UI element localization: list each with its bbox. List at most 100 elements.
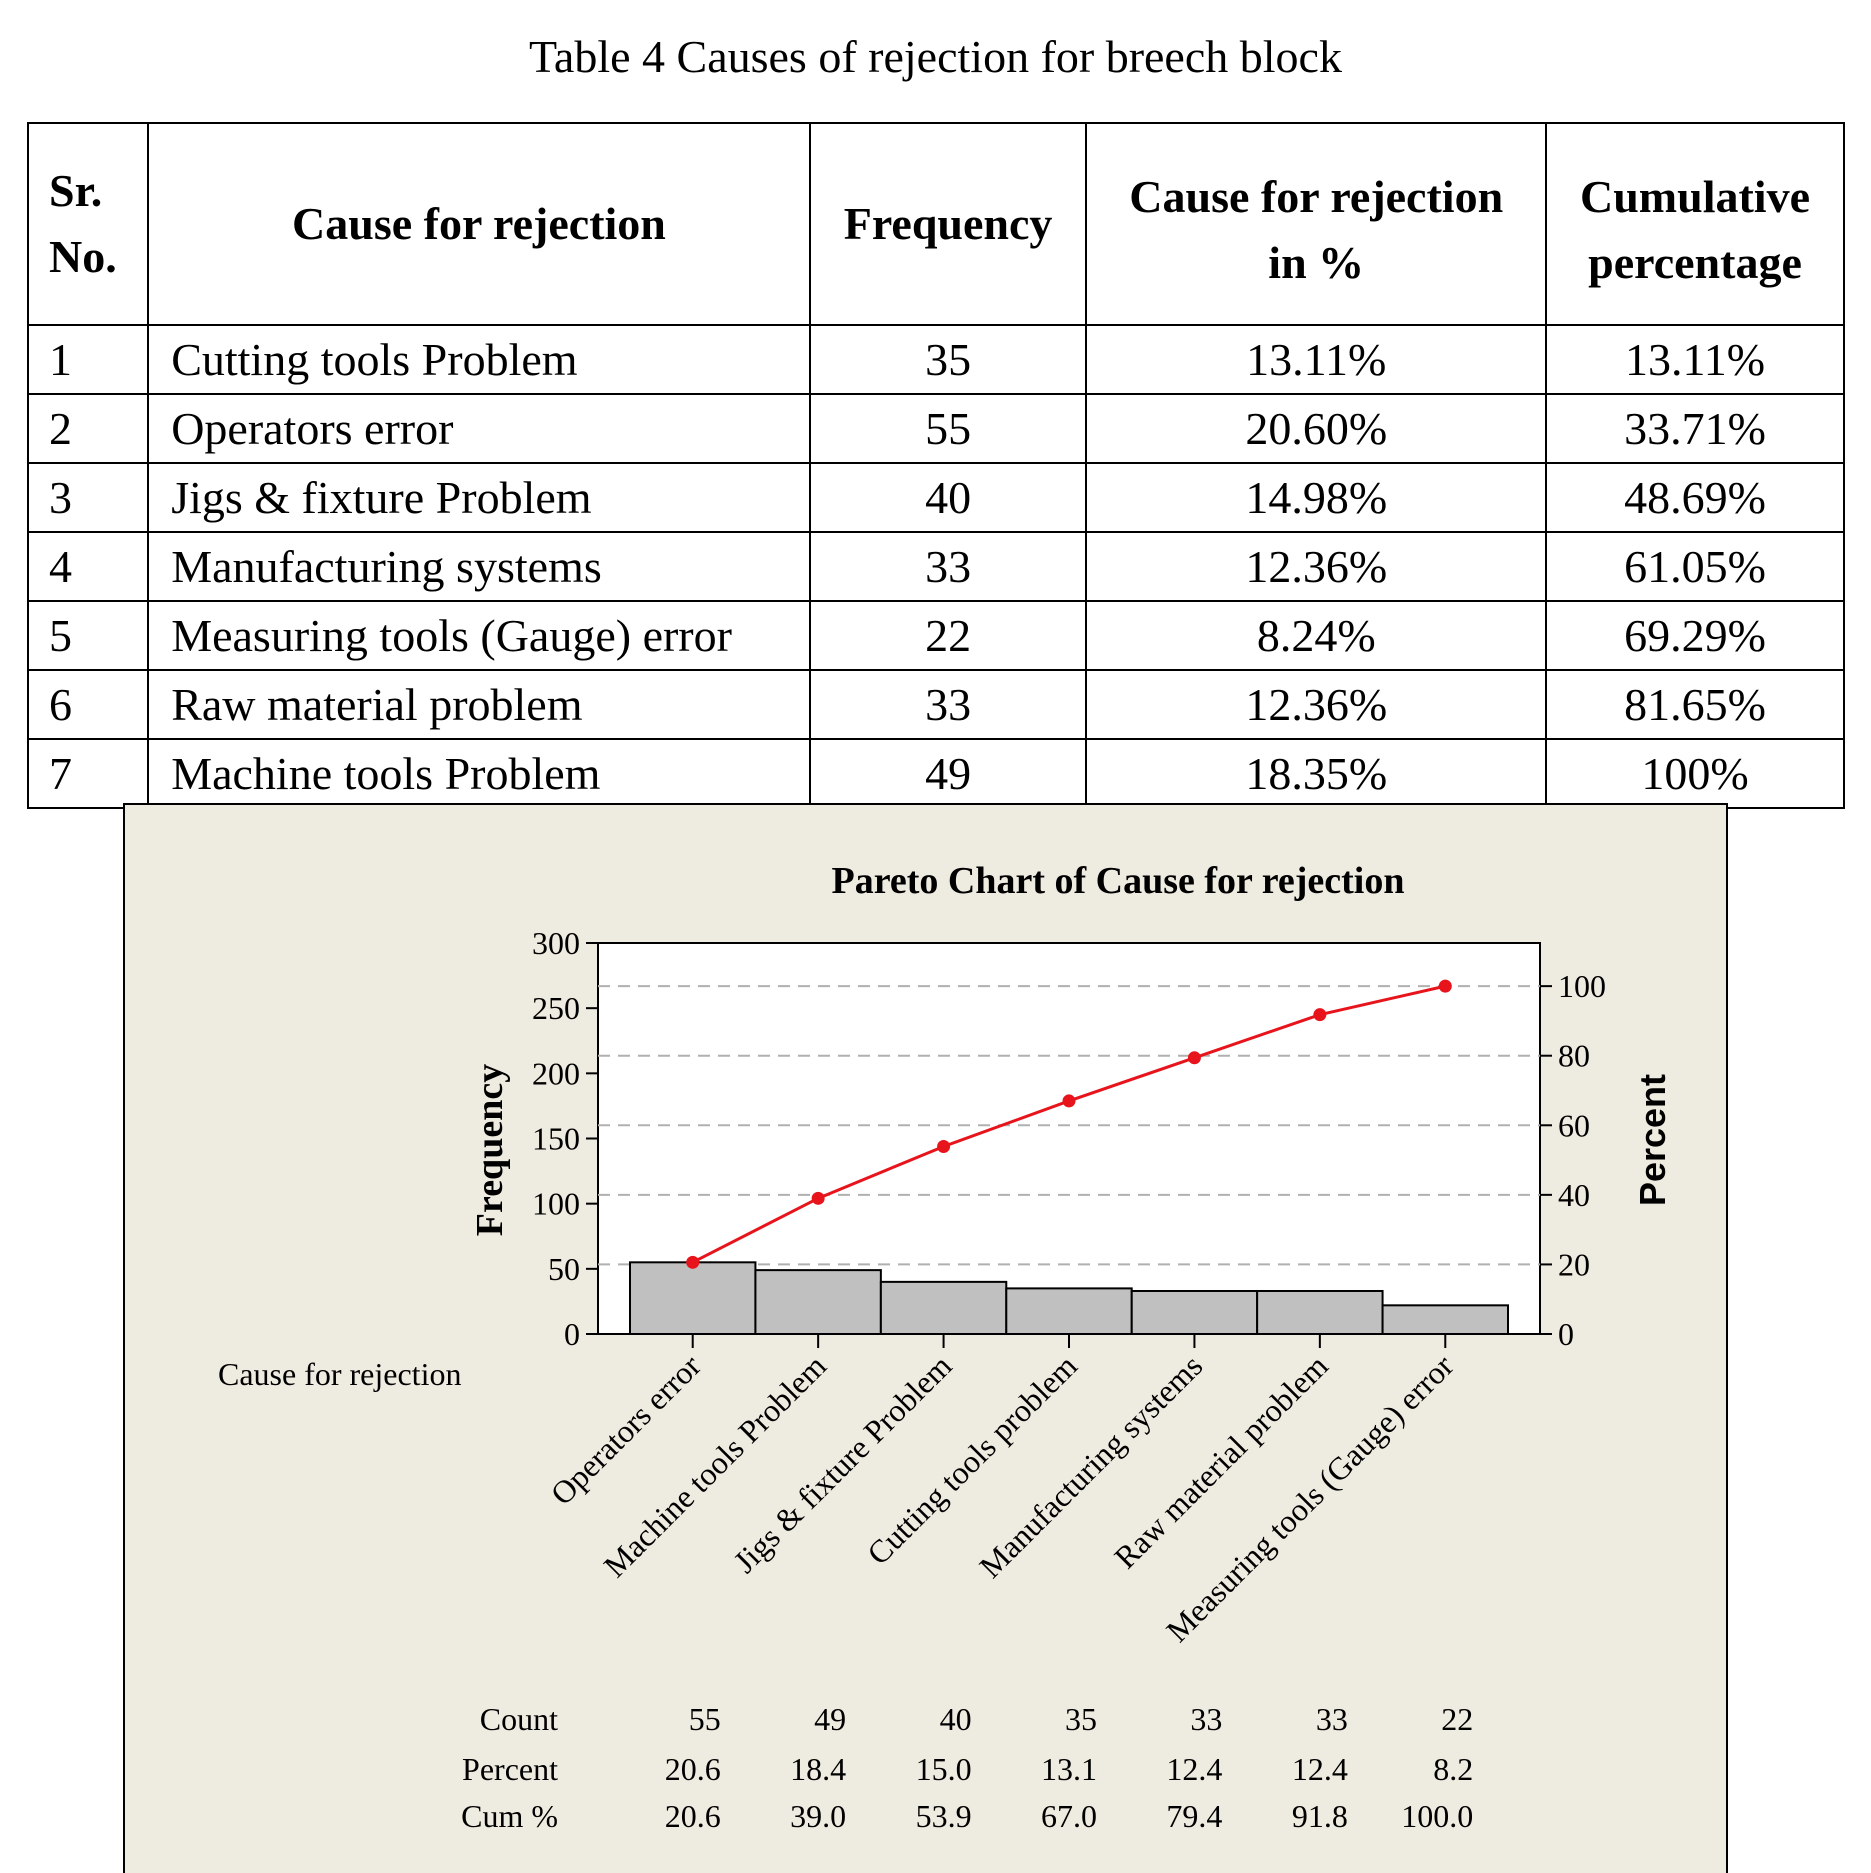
cell-sr: 4 (26, 531, 150, 602)
cell-cause: Raw material problem (147, 669, 811, 740)
cumulative-point (1062, 1094, 1076, 1108)
summary-cell: 49 (814, 1701, 846, 1737)
summary-row-label: Count (480, 1701, 558, 1737)
cell-percent: 12.36% (1085, 531, 1548, 602)
summary-cell: 53.9 (916, 1798, 972, 1834)
y-tick-label: 0 (564, 1316, 580, 1352)
summary-cell: 100.0 (1401, 1798, 1473, 1834)
cell-cumulative: 100% (1545, 738, 1845, 809)
cell-cause: Operators error (147, 393, 811, 464)
y2-tick-label: 80 (1558, 1038, 1590, 1074)
y-tick-label: 200 (532, 1055, 580, 1091)
cell-cause: Jigs & fixture Problem (147, 462, 811, 533)
table-row: 7 Machine tools Problem 49 18.35% 100% (26, 738, 1845, 809)
cell-sr: 5 (26, 600, 150, 671)
chart-title: Pareto Chart of Cause for rejection (831, 860, 1404, 902)
cell-frequency: 33 (808, 531, 1088, 602)
cell-sr: 3 (26, 462, 150, 533)
header-frequency: Frequency (808, 122, 1088, 326)
cell-cause: Cutting tools Problem (147, 324, 811, 395)
summary-cell: 20.6 (665, 1751, 721, 1787)
header-sr-line2: No. (49, 231, 117, 282)
x-tick-label: Manufacturing systems (972, 1347, 1209, 1584)
cell-cumulative: 48.69% (1545, 462, 1845, 533)
summary-cell: 55 (689, 1701, 721, 1737)
bar (1256, 1289, 1384, 1335)
bar (629, 1261, 757, 1335)
summary-cell: 67.0 (1041, 1798, 1097, 1834)
bar (754, 1269, 882, 1336)
y-tick-label: 100 (532, 1186, 580, 1222)
table-caption: Table 4 Causes of rejection for breech b… (529, 31, 1342, 82)
header-percent-line1: Cause for rejection (1129, 171, 1504, 222)
cell-cumulative: 81.65% (1545, 669, 1845, 740)
summary-cell: 39.0 (790, 1798, 846, 1834)
y-tick-label: 50 (548, 1251, 580, 1287)
cumulative-point (811, 1191, 825, 1205)
cumulative-point (1187, 1051, 1201, 1065)
y2-tick-label: 40 (1558, 1177, 1590, 1213)
summary-cell: 15.0 (916, 1751, 972, 1787)
bar (1130, 1289, 1259, 1335)
table-header-row: Sr. No. Cause for rejection Frequency Ca… (26, 122, 1845, 326)
y-tick-label: 250 (532, 990, 580, 1026)
summary-cell: 35 (1065, 1701, 1097, 1737)
header-percent: Cause for rejection in % (1085, 122, 1548, 326)
summary-row-label: Cum % (461, 1798, 558, 1834)
bar (879, 1280, 1008, 1336)
y-tick-label: 150 (532, 1121, 580, 1157)
header-cum-line1: Cumulative (1580, 171, 1810, 222)
summary-cell: 8.2 (1433, 1751, 1473, 1787)
x-tick-label: Machine tools Problem (596, 1347, 833, 1584)
cell-frequency: 49 (808, 738, 1088, 809)
cell-percent: 8.24% (1085, 600, 1548, 671)
summary-cell: 22 (1441, 1701, 1473, 1737)
summary-cell: 13.1 (1041, 1751, 1097, 1787)
cell-sr: 7 (26, 738, 150, 809)
summary-cell: 79.4 (1166, 1798, 1222, 1834)
cell-cause: Manufacturing systems (147, 531, 811, 602)
cell-frequency: 22 (808, 600, 1088, 671)
cell-frequency: 35 (808, 324, 1088, 395)
y-axis-label: Frequency (469, 1064, 511, 1236)
y2-tick-label: 60 (1558, 1107, 1590, 1143)
cell-cumulative: 33.71% (1545, 393, 1845, 464)
cumulative-point (1313, 1008, 1327, 1022)
table-row: 4 Manufacturing systems 33 12.36% 61.05% (26, 531, 1845, 602)
summary-cell: 12.4 (1292, 1751, 1348, 1787)
rejection-table: Sr. No. Cause for rejection Frequency Ca… (26, 122, 1845, 809)
cell-cause: Machine tools Problem (147, 738, 811, 809)
header-cause: Cause for rejection (147, 122, 811, 326)
cell-cumulative: 69.29% (1545, 600, 1845, 671)
cumulative-point (937, 1140, 951, 1154)
x-tick-label: Jigs & fixture Problem (726, 1347, 958, 1579)
header-cum-line2: percentage (1588, 237, 1802, 288)
summary-cell: 40 (940, 1701, 972, 1737)
table-row: 1 Cutting tools Problem 35 13.11% 13.11% (26, 324, 1845, 395)
y2-tick-label: 100 (1558, 968, 1606, 1004)
x-tick-label: Cutting tools problem (860, 1347, 1084, 1571)
summary-cell: 91.8 (1292, 1798, 1348, 1834)
cell-frequency: 55 (808, 393, 1088, 464)
cell-percent: 14.98% (1085, 462, 1548, 533)
header-sr-no: Sr. No. (26, 122, 150, 326)
cell-sr: 2 (26, 393, 150, 464)
table-row: 6 Raw material problem 33 12.36% 81.65% (26, 669, 1845, 740)
summary-cell: 12.4 (1166, 1751, 1222, 1787)
header-percent-line2: in % (1268, 237, 1365, 288)
y2-tick-label: 0 (1558, 1316, 1574, 1352)
header-cumulative: Cumulative percentage (1545, 122, 1845, 326)
cell-percent: 13.11% (1085, 324, 1548, 395)
cell-frequency: 33 (808, 669, 1088, 740)
summary-cell: 33 (1316, 1701, 1348, 1737)
bar (1005, 1287, 1133, 1335)
cell-percent: 20.60% (1085, 393, 1548, 464)
cell-percent: 12.36% (1085, 669, 1548, 740)
cumulative-point (686, 1255, 700, 1269)
cell-cumulative: 61.05% (1545, 531, 1845, 602)
x-tick-label: Raw material problem (1107, 1347, 1335, 1575)
cell-frequency: 40 (808, 462, 1088, 533)
summary-row-label: Percent (462, 1751, 558, 1787)
cell-cumulative: 13.11% (1545, 324, 1845, 395)
